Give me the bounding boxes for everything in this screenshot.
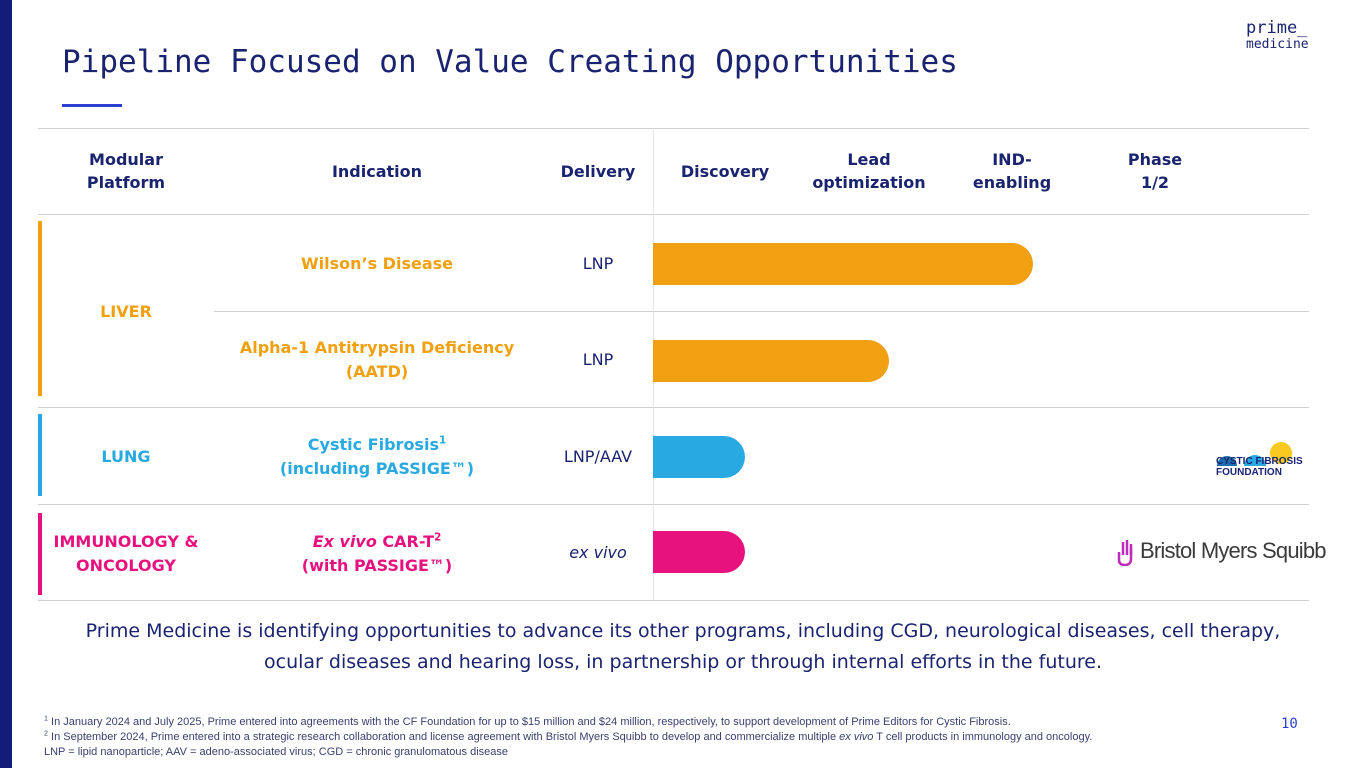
- progress-bar-wilsons: [653, 243, 1033, 285]
- footnote-1: 1 In January 2024 and July 2025, Prime e…: [44, 714, 1011, 728]
- progress-bar-car-t: [653, 531, 745, 573]
- footnote-2: 2 In September 2024, Prime entered into …: [44, 729, 1093, 743]
- liver-platform-bar: [38, 221, 42, 396]
- cf-foundation-wordmark: CYSTIC FIBROSIS FOUNDATION: [1216, 456, 1303, 478]
- delivery-aatd: LNP: [582, 350, 614, 369]
- progress-bar-aatd: [653, 340, 889, 382]
- immuno-platform-bar: [38, 513, 42, 595]
- indication-aatd: Alpha-1 Antitrypsin Deficiency (AATD): [222, 336, 532, 384]
- page-number: 10: [1281, 716, 1298, 732]
- table-bottom-border: [38, 600, 1309, 601]
- summary-line1: Prime Medicine is identifying opportunit…: [85, 620, 1281, 642]
- indication-cf-line1: Cystic Fibrosis: [307, 435, 439, 454]
- lung-immuno-divider: [38, 504, 1309, 505]
- indication-car-t-footnote: 2: [434, 531, 442, 544]
- summary-text: Prime Medicine is identifying opportunit…: [38, 616, 1328, 678]
- indication-aatd-line2: (AATD): [345, 362, 409, 381]
- cf-line1: CYSTIC FIBROSIS: [1216, 456, 1303, 467]
- bms-wordmark: Bristol Myers Squibb: [1140, 538, 1327, 563]
- platform-liver: LIVER: [100, 302, 152, 321]
- left-accent-bar: [0, 0, 12, 768]
- title-underline: [62, 104, 122, 107]
- cf-line2: FOUNDATION: [1216, 467, 1282, 478]
- platform-immuno-line2: ONCOLOGY: [76, 556, 176, 575]
- indication-wilsons: Wilson’s Disease: [300, 254, 453, 273]
- summary-line2: ocular diseases and hearing loss, in par…: [264, 651, 1102, 673]
- logo-line-2: medicine: [1246, 37, 1309, 52]
- page-title: Pipeline Focused on Value Creating Oppor…: [62, 44, 958, 80]
- footnotes: 1 In January 2024 and July 2025, Prime e…: [44, 715, 1092, 760]
- liver-row-divider: [214, 311, 1309, 312]
- platform-lung: LUNG: [101, 447, 151, 466]
- footnote-abbreviations: LNP = lipid nanoparticle; AAV = adeno-as…: [44, 746, 508, 758]
- delivery-wilsons: LNP: [582, 254, 614, 273]
- logo-line-1: prime_: [1246, 18, 1308, 38]
- header-platform: Modular Platform: [86, 150, 166, 192]
- indication-car-t-em: Ex vivo: [312, 532, 377, 551]
- table-top-border: [38, 128, 1309, 129]
- delivery-cf: LNP/AAV: [563, 447, 633, 466]
- header-phase: Phase 1/2: [1127, 150, 1183, 192]
- header-ind-enabling: IND-enabling: [972, 150, 1052, 192]
- indication-aatd-line1: Alpha-1 Antitrypsin Deficiency: [239, 338, 515, 357]
- progress-bar-cf: [653, 436, 745, 478]
- header-indication: Indication: [331, 162, 423, 181]
- delivery-car-t: ex vivo: [569, 543, 627, 562]
- header-lead-optimization: Lead optimization: [812, 150, 926, 192]
- bms-hand-icon: [1117, 540, 1133, 566]
- indication-cystic-fibrosis: Cystic Fibrosis1 (including PASSIGE™): [232, 433, 522, 481]
- platform-immunology-oncology: IMMUNOLOGY & ONCOLOGY: [44, 530, 208, 578]
- header-bottom-border: [38, 214, 1309, 215]
- indication-car-t: Ex vivo CAR-T2 (with PASSIGE™): [232, 530, 522, 578]
- cystic-fibrosis-foundation-icon: [1217, 442, 1292, 466]
- header-discovery: Discovery: [680, 162, 770, 181]
- indication-car-t-line2: (with PASSIGE™): [301, 556, 453, 575]
- indication-cf-footnote: 1: [438, 434, 447, 447]
- liver-lung-divider: [38, 407, 1309, 408]
- indication-car-t-rest: CAR-T: [376, 532, 435, 551]
- platform-immuno-line1: IMMUNOLOGY &: [53, 532, 199, 551]
- prime-medicine-logo: prime_ medicine: [1246, 18, 1309, 52]
- lung-platform-bar: [38, 414, 42, 496]
- indication-cf-line2: (including PASSIGE™): [279, 459, 475, 478]
- header-delivery: Delivery: [560, 162, 636, 181]
